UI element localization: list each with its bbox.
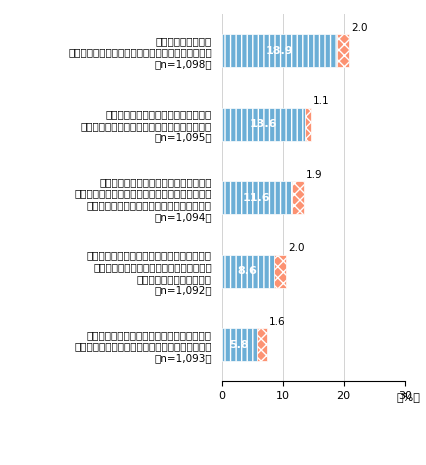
Text: 1.1: 1.1 (313, 96, 330, 106)
Bar (222, 34, 337, 67)
Text: 13.6: 13.6 (249, 119, 277, 129)
Bar (222, 328, 257, 361)
Bar (222, 254, 274, 288)
Bar (222, 107, 305, 141)
Bar (274, 254, 286, 288)
Bar (292, 181, 304, 214)
Text: 2.0: 2.0 (351, 23, 368, 33)
Text: 11.6: 11.6 (243, 193, 271, 203)
Text: 8.6: 8.6 (238, 266, 258, 276)
Text: 5.8: 5.8 (230, 339, 249, 350)
Text: 18.9: 18.9 (265, 46, 293, 56)
Text: 1.9: 1.9 (306, 170, 322, 179)
Text: 2.0: 2.0 (288, 243, 305, 253)
Bar (222, 181, 292, 214)
Bar (305, 107, 311, 141)
Bar (337, 34, 349, 67)
Bar (257, 328, 267, 361)
X-axis label: （%）: （%） (397, 392, 420, 402)
Text: 1.6: 1.6 (268, 317, 285, 326)
